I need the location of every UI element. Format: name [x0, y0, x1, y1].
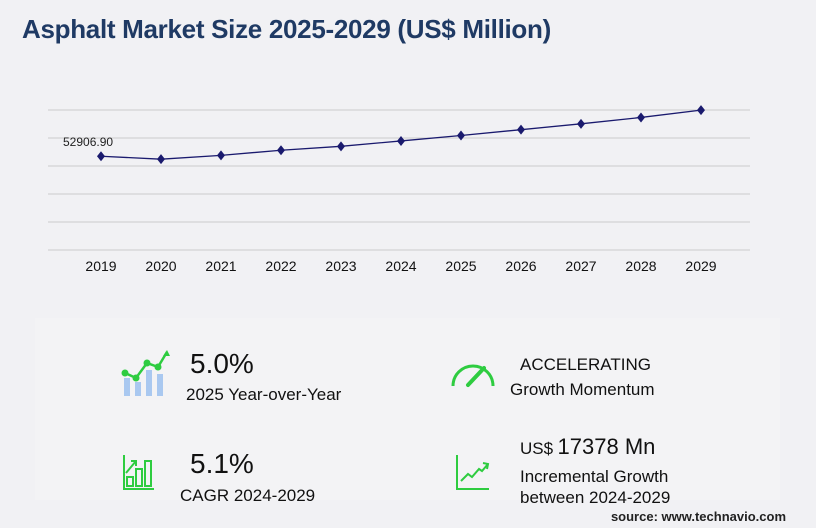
incremental-label-1: Incremental Growth: [520, 467, 669, 486]
momentum-label: Growth Momentum: [510, 380, 655, 399]
source-text: source: www.technavio.com: [610, 509, 786, 524]
data-point: [577, 118, 585, 129]
bar-line-growth-icon: [121, 350, 170, 396]
x-tick-label: 2024: [385, 258, 416, 274]
x-tick-label: 2029: [685, 258, 716, 274]
data-label: 52906.90: [63, 135, 113, 149]
stats-panel: [35, 318, 780, 500]
data-point: [277, 145, 285, 156]
incremental-label-2: between 2024-2029: [520, 488, 671, 507]
speedometer-icon: [451, 364, 495, 387]
data-point: [517, 124, 525, 135]
trend-chart-icon: [456, 455, 490, 490]
x-tick-label: 2026: [505, 258, 536, 274]
data-point: [157, 154, 165, 165]
line-chart: 2019 52906.90 2020 2021 2022 2023 2024 2025 2026…: [48, 105, 750, 274]
data-point: [337, 141, 345, 152]
data-point: [217, 150, 225, 161]
x-tick-label: 2027: [565, 258, 596, 274]
data-point: [637, 112, 645, 123]
incremental-value-row: US$ 17378 Mn: [520, 434, 655, 460]
x-tick-label: 2023: [325, 258, 356, 274]
momentum-value: ACCELERATING: [520, 355, 651, 374]
x-tick-label: 2019: [85, 258, 116, 274]
incremental-value: 17378 Mn: [557, 434, 656, 459]
data-point: [397, 135, 405, 146]
chart-title: Asphalt Market Size 2025-2029 (US$ Milli…: [22, 14, 551, 44]
data-point: [457, 130, 465, 141]
x-tick-label: 2020: [145, 258, 176, 274]
data-point: [697, 105, 705, 116]
cagr-value: 5.1%: [190, 448, 254, 479]
yoy-label: 2025 Year-over-Year: [186, 385, 342, 404]
data-point: [97, 151, 105, 162]
currency-prefix: US$: [520, 439, 554, 458]
cagr-label: CAGR 2024-2029: [180, 486, 316, 505]
x-tick-label: 2028: [625, 258, 656, 274]
bar-chart-growth-icon: [123, 455, 154, 490]
series-line: [100, 109, 702, 160]
yoy-value: 5.0%: [190, 348, 254, 379]
x-tick-label: 2025: [445, 258, 476, 274]
x-tick-label: 2022: [265, 258, 296, 274]
x-tick-label: 2021: [205, 258, 236, 274]
